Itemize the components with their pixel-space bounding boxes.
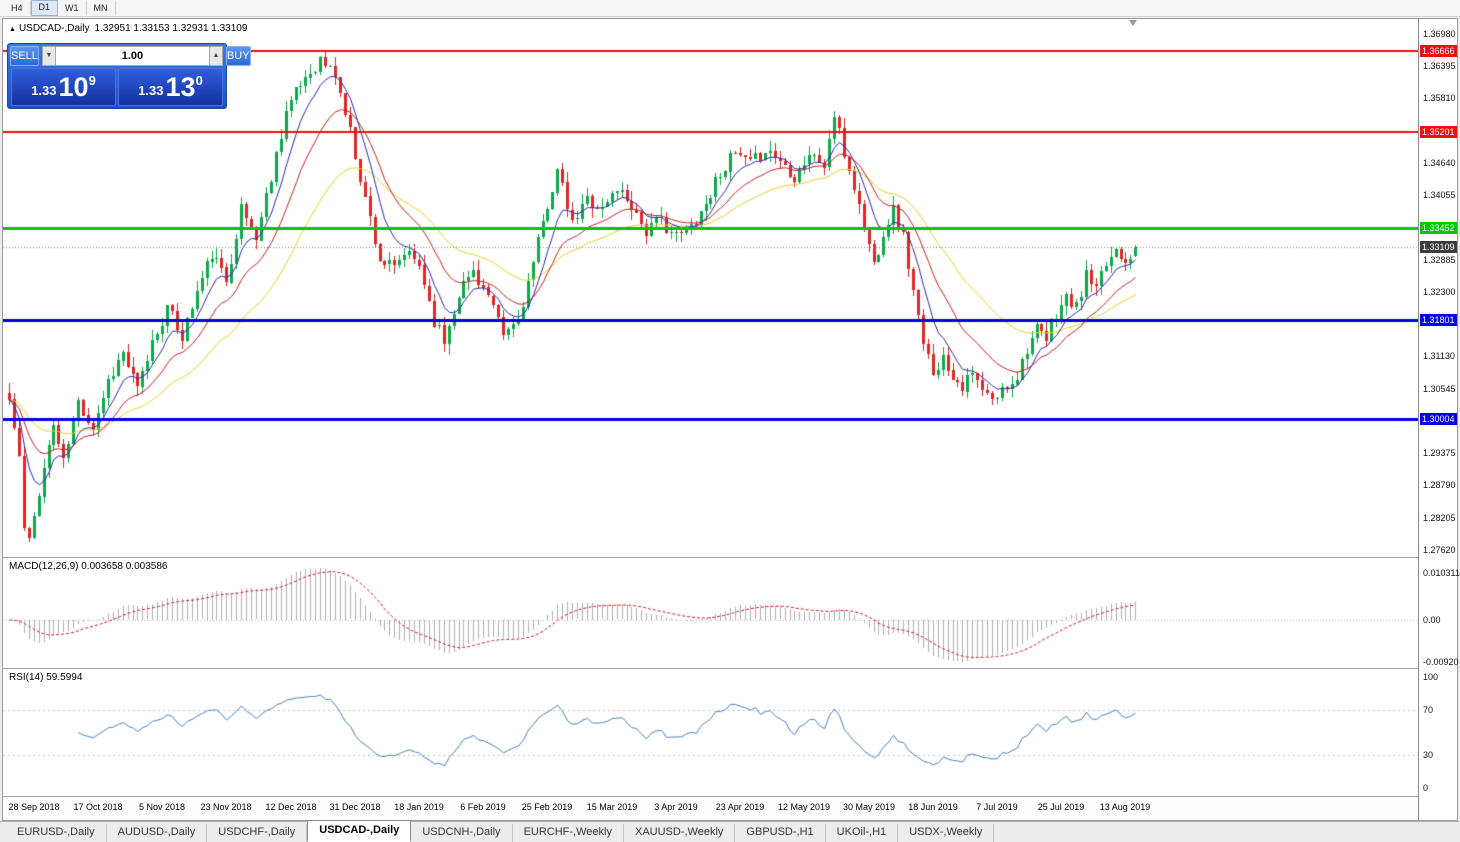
price-tick-label: 1.29375 [1423,448,1456,459]
chart-tab-usdchf-daily[interactable]: USDCHF-,Daily [207,824,308,842]
time-axis-label: 23 Nov 2018 [200,802,252,812]
chart-tab-bar: EURUSD-,Daily AUDUSD-,Daily USDCHF-,Daily U… [0,820,1460,842]
buy-price-prefix: 1.33 [138,83,164,98]
panel-separator[interactable] [3,668,1457,669]
time-axis[interactable]: 28 Sep 2018 17 Oct 2018 5 Nov 2018 23 Nov 2… [3,797,1418,820]
timeframe-toolbar: H4 D1 W1 MN [0,0,1460,17]
time-axis-label: 17 Oct 2018 [73,802,123,812]
panel-separator[interactable] [3,796,1457,797]
price-level-label: 1.33452 [1420,222,1457,235]
volume-decrease-button[interactable]: ▼ [41,46,56,66]
time-axis-label: 31 Dec 2018 [329,802,381,812]
price-tick-label: 1.36980 [1423,29,1456,39]
time-axis-label: 25 Jul 2019 [1037,802,1085,812]
price-axis[interactable]: 1.36980 1.36395 1.35810 1.34640 1.34055 1.328… [1418,19,1460,820]
time-axis-label: 18 Jun 2019 [908,802,958,812]
buy-price-big-digits: 13 [165,72,196,102]
rsi-label: RSI(14) 59.5994 [9,672,83,683]
time-axis-label: 3 Apr 2019 [654,802,698,812]
time-axis-label: 6 Feb 2019 [460,802,506,812]
price-tick-label: 1.32885 [1423,254,1456,265]
sell-button[interactable]: SELL [10,46,39,66]
price-level-label: 1.31801 [1420,313,1457,326]
rsi-indicator-canvas[interactable] [3,669,1418,796]
macd-axis-label: 0.010311 [1423,567,1460,578]
time-axis-label: 12 May 2019 [777,802,831,812]
rsi-axis-label: 70 [1423,705,1434,716]
buy-button[interactable]: BUY [225,46,251,66]
chart-tab-audusd-daily[interactable]: AUDUSD-,Daily [107,824,208,842]
price-level-label: 1.36666 [1420,45,1457,58]
chart-tab-ukoil-h1[interactable]: UKOil-,H1 [826,824,899,842]
time-axis-label: 15 Mar 2019 [586,802,638,812]
time-axis-label: 18 Jan 2019 [394,802,444,812]
sell-price-prefix: 1.33 [31,83,57,98]
chart-tab-eurusd-daily[interactable]: EURUSD-,Daily [6,824,107,842]
price-tick-label: 1.35810 [1423,93,1456,104]
time-axis-label: 12 Dec 2018 [265,802,317,812]
chart-tab-usdcad-daily[interactable]: USDCAD-,Daily [307,820,412,842]
one-click-trading-panel: SELL ▼ ▲ BUY 1.33 10 9 1.33 13 0 [7,43,251,109]
volume-spinner: ▼ ▲ [41,46,223,66]
sell-price-big-digits: 10 [58,72,89,102]
buy-price-display[interactable]: 1.33 13 0 [118,68,223,106]
chart-tab-usdcnh-daily[interactable]: USDCNH-,Daily [411,824,513,842]
time-axis-label: 25 Feb 2019 [521,802,573,812]
time-axis-label: 5 Nov 2018 [138,802,186,812]
chart-tab-gbpusd-h1[interactable]: GBPUSD-,H1 [735,824,826,842]
sell-price-pip-digit: 9 [88,73,96,88]
price-tick-label: 1.30545 [1423,383,1456,394]
time-axis-label: 30 May 2019 [842,802,896,812]
price-tick-label: 1.27620 [1423,544,1456,555]
rsi-axis-label: 100 [1423,672,1439,682]
price-level-label: 1.33109 [1420,241,1457,254]
time-axis-label: 7 Jul 2019 [976,802,1018,812]
macd-axis-label: 0.00 [1423,614,1441,625]
chart-tab-usdx-weekly[interactable]: USDX-,Weekly [898,824,995,842]
timeframe-button-d1[interactable]: D1 [30,0,59,16]
rsi-axis-label: 30 [1423,749,1434,760]
price-tick-label: 1.34640 [1423,157,1456,168]
chart-tab-xauusd-weekly[interactable]: XAUUSD-,Weekly [624,824,736,842]
price-tick-label: 1.28790 [1423,480,1456,491]
price-tick-label: 1.31130 [1423,351,1455,362]
volume-increase-button[interactable]: ▲ [208,46,223,66]
panel-separator[interactable] [3,557,1457,558]
time-axis-label: 28 Sep 2018 [8,802,60,812]
chart-title: ▲ USDCAD-,Daily 1.32951 1.33153 1.32931 1.… [9,23,247,34]
price-tick-label: 1.32300 [1423,286,1456,297]
collapse-chart-icon[interactable]: ▲ [9,26,16,33]
price-tick-label: 1.36395 [1423,61,1456,72]
macd-label: MACD(12,26,9) 0.003658 0.003586 [9,561,168,572]
chart-shift-marker[interactable] [1129,20,1137,26]
volume-input[interactable] [55,46,209,66]
chart-tab-eurchf-weekly[interactable]: EURCHF-,Weekly [513,824,624,842]
price-level-label: 1.30004 [1420,412,1457,425]
time-axis-label: 23 Apr 2019 [715,802,765,812]
price-chart-canvas[interactable] [3,19,1418,557]
time-axis-label: 13 Aug 2019 [1099,802,1151,812]
chart-symbol-label: USDCAD-,Daily [18,23,90,34]
macd-indicator-canvas[interactable] [3,558,1418,668]
sell-price-display[interactable]: 1.33 10 9 [11,68,116,106]
price-tick-label: 1.28205 [1423,512,1456,523]
price-level-label: 1.35201 [1420,126,1457,139]
chart-window: ▲ USDCAD-,Daily 1.32951 1.33153 1.32931 1.… [2,18,1460,821]
rsi-axis-label: 0 [1423,783,1429,793]
macd-axis-label: -0.00920 [1423,657,1459,668]
chart-ohlc-label: 1.32951 1.33153 1.32931 1.33109 [94,23,248,34]
timeframe-button-w1[interactable]: W1 [58,1,87,15]
price-tick-label: 1.34055 [1423,190,1456,201]
timeframe-button-h4[interactable]: H4 [4,1,31,15]
timeframe-button-mn[interactable]: MN [87,1,116,15]
buy-price-pip-digit: 0 [195,73,203,88]
